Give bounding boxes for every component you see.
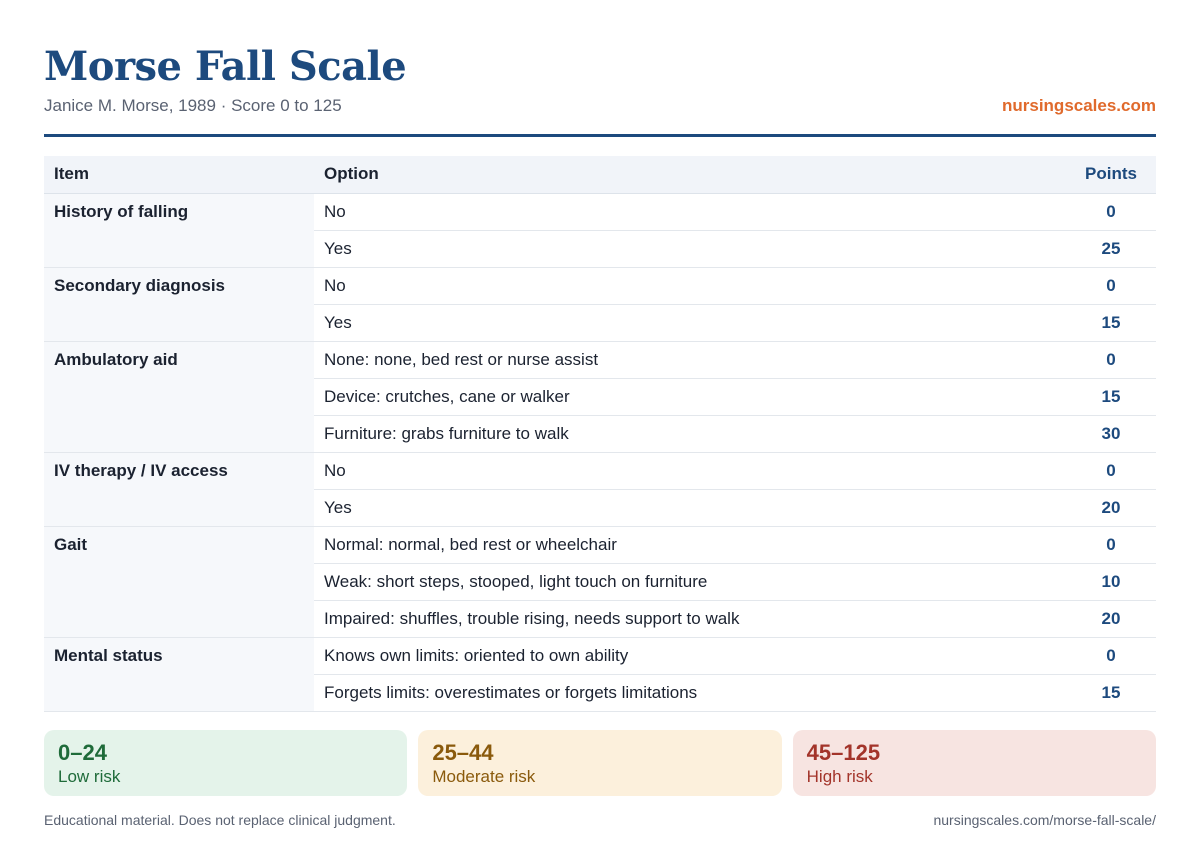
risk-range: 0–24	[58, 740, 107, 765]
option-points: 10	[1066, 563, 1156, 601]
header: Morse Fall Scale Janice M. Morse, 1989 ·…	[44, 42, 1156, 122]
risk-range: 25–44	[432, 740, 494, 765]
table-row: Yes 15	[44, 304, 1156, 342]
option-points: 0	[1066, 637, 1156, 675]
table-row: History of falling No 0	[44, 193, 1156, 268]
option-label: None: none, bed rest or nurse assist	[314, 341, 1066, 379]
option-label: Impaired: shuffles, trouble rising, need…	[314, 600, 1066, 638]
item-name: History of falling	[44, 193, 314, 268]
table-row: Forgets limits: overestimates or forgets…	[44, 674, 1156, 712]
option-label: Yes	[314, 304, 1066, 342]
option-points: 0	[1066, 452, 1156, 490]
table-row: Yes 20	[44, 489, 1156, 527]
footer-url[interactable]: nursingscales.com/morse-fall-scale/	[933, 812, 1156, 828]
option-points: 25	[1066, 230, 1156, 268]
risk-label: High risk	[806, 767, 873, 786]
risk-band-high: 45–125 High risk	[792, 730, 1156, 796]
option-label: No	[314, 452, 1066, 490]
table-row: Weak: short steps, stooped, light touch …	[44, 563, 1156, 601]
column-header-option: Option	[314, 156, 1066, 194]
option-points: 30	[1066, 415, 1156, 453]
option-points: 15	[1066, 378, 1156, 416]
column-header-item: Item	[44, 156, 314, 194]
table-row: Secondary diagnosis No 0	[44, 267, 1156, 342]
scale-table: Item Option Points History of falling No 0…	[44, 156, 1156, 712]
option-points: 0	[1066, 341, 1156, 379]
table-row: Ambulatory aid None: none, bed rest or nu…	[44, 341, 1156, 453]
option-label: Forgets limits: overestimates or forgets…	[314, 674, 1066, 712]
page-title: Morse Fall Scale	[44, 43, 407, 90]
option-label: Yes	[314, 489, 1066, 527]
risk-label: Low risk	[58, 767, 121, 786]
table-row: IV therapy / IV access No 0	[44, 452, 1156, 527]
risk-label: Moderate risk	[432, 767, 536, 786]
option-label: Device: crutches, cane or walker	[314, 378, 1066, 416]
option-label: Yes	[314, 230, 1066, 268]
option-label: Normal: normal, bed rest or wheelchair	[314, 526, 1066, 564]
column-header-points: Points	[1066, 156, 1156, 194]
table-row: Mental status Knows own limits: oriented …	[44, 637, 1156, 712]
option-points: 0	[1066, 526, 1156, 564]
option-label: No	[314, 193, 1066, 231]
table-row: Furniture: grabs furniture to walk 30	[44, 415, 1156, 453]
option-points: 15	[1066, 304, 1156, 342]
option-label: Weak: short steps, stooped, light touch …	[314, 563, 1066, 601]
table-row: Device: crutches, cane or walker 15	[44, 378, 1156, 416]
item-name: Ambulatory aid	[44, 341, 314, 453]
item-name: Secondary diagnosis	[44, 267, 314, 342]
option-points: 15	[1066, 674, 1156, 712]
page-subtitle: Janice M. Morse, 1989 · Score 0 to 125	[44, 96, 342, 115]
footer-disclaimer: Educational material. Does not replace c…	[44, 812, 396, 828]
risk-band-moderate: 25–44 Moderate risk	[418, 730, 782, 796]
table-body: History of falling No 0 Yes 25 Secondary diag…	[44, 193, 1156, 712]
risk-bands: 0–24 Low risk 25–44 Moderate risk 45–125…	[44, 730, 1156, 796]
risk-band-low: 0–24 Low risk	[44, 730, 408, 796]
option-points: 0	[1066, 267, 1156, 305]
table-row: Impaired: shuffles, trouble rising, need…	[44, 600, 1156, 638]
table-row: Yes 25	[44, 230, 1156, 268]
option-label: Furniture: grabs furniture to walk	[314, 415, 1066, 453]
option-label: Knows own limits: oriented to own abilit…	[314, 637, 1066, 675]
table-header-row: Item Option Points	[44, 156, 1156, 194]
option-points: 20	[1066, 600, 1156, 638]
option-label: No	[314, 267, 1066, 305]
option-points: 20	[1066, 489, 1156, 527]
subtitle-row: Janice M. Morse, 1989 · Score 0 to 125 n…	[44, 96, 1156, 122]
item-name: IV therapy / IV access	[44, 452, 314, 527]
item-name: Mental status	[44, 637, 314, 712]
table-row: Gait Normal: normal, bed rest or wheelcha…	[44, 526, 1156, 638]
risk-range: 45–125	[806, 740, 881, 765]
header-divider	[44, 134, 1156, 137]
site-link[interactable]: nursingscales.com	[1001, 96, 1156, 115]
item-name: Gait	[44, 526, 314, 638]
option-points: 0	[1066, 193, 1156, 231]
